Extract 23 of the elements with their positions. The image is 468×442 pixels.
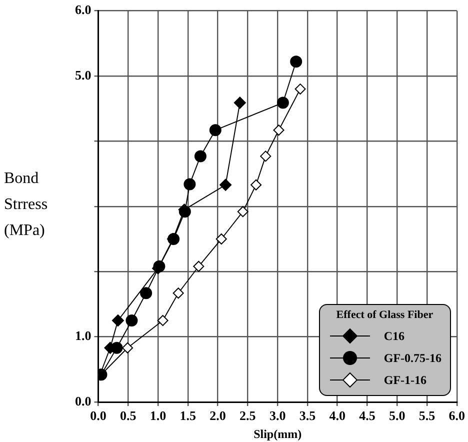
x-tick-label: 4.0 xyxy=(329,408,346,424)
x-tick-label: 0.5 xyxy=(120,408,137,424)
legend-label: GF-0.75-16 xyxy=(384,350,442,366)
x-tick-label: 2.0 xyxy=(210,408,226,424)
x-tick-label: 2.5 xyxy=(240,408,256,424)
x-tick-label: 0.0 xyxy=(90,408,106,424)
x-tick-label: 6.0 xyxy=(448,408,465,424)
legend-label: GF-1-16 xyxy=(384,372,427,388)
x-tick-label: 5.5 xyxy=(418,408,436,424)
y-axis-title: Bond Strress (MPa) xyxy=(4,169,49,242)
x-tick-label: 1.5 xyxy=(180,408,197,424)
y-tick-label: 5.0 xyxy=(75,67,92,82)
x-tick-label: 5.0 xyxy=(388,408,406,424)
legend-title: Effect of Glass Fiber xyxy=(335,309,434,321)
x-axis-title: Slip(mm) xyxy=(254,426,302,441)
y-tick-label: 1.0 xyxy=(75,328,92,344)
y-tick-label: 0.0 xyxy=(75,393,92,408)
x-tick-label: 4.5 xyxy=(359,408,376,424)
legend-label: C16 xyxy=(384,328,405,344)
x-tick-label: 3.5 xyxy=(299,408,316,424)
x-tick-label: 1.0 xyxy=(150,408,166,424)
x-tick-label: 3.0 xyxy=(269,408,286,424)
y-tick-label: 6.0 xyxy=(75,2,92,18)
